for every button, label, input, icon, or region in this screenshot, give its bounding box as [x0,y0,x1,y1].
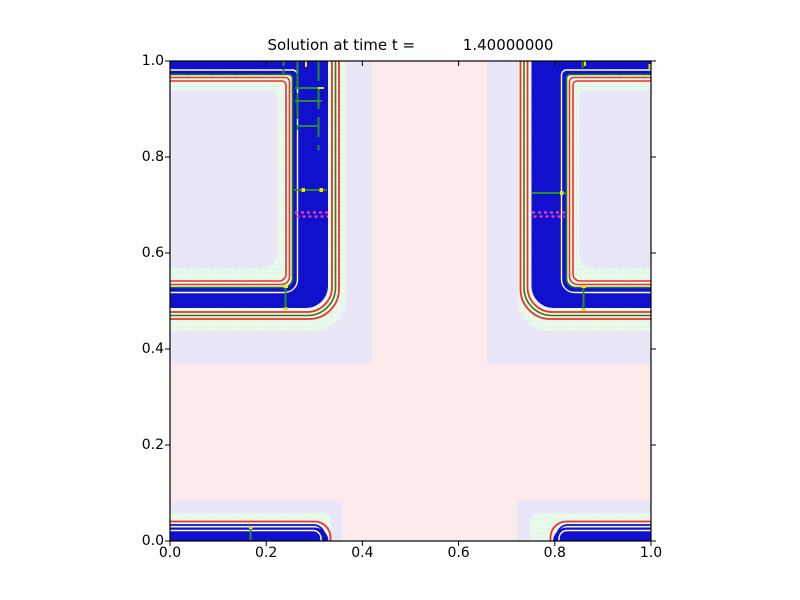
x-tick-label: 0.2 [255,545,278,561]
lavender-cores [170,90,651,268]
x-tick-label: 0.6 [447,545,470,561]
red-contour [170,61,340,320]
red-contour-inner [568,76,651,286]
white-contour [170,69,299,294]
red-contour-inner [170,76,291,286]
y-tick-label: 0.6 [141,245,164,261]
white-contour [560,69,651,294]
x-tick-label: 0.4 [351,545,374,561]
amr-yellow-mark [318,87,324,89]
x-tick-label: 0.0 [158,545,182,561]
y-tick-label: 0.4 [141,341,164,357]
amr-yellow-mark [301,188,305,192]
lavender-core-top-right [579,90,651,268]
amr-yellow-mark [560,191,564,195]
y-axis-ticks [165,60,656,542]
x-tick-top [169,61,652,66]
red-contour-inner [170,80,287,282]
red-contour-inner [572,80,651,282]
y-tick [165,60,170,542]
amr-yellow-mark [584,61,586,66]
y-tick-label: 1.0 [141,53,164,69]
amr-patch-lines-magenta [295,211,565,218]
red-contour [549,520,651,541]
olive-contour [170,61,337,317]
amr-yellow-mark [283,307,288,310]
x-tick-label: 0.8 [543,545,566,561]
amr-yellow-mark [648,64,651,69]
amr-yellow-mark [305,61,307,67]
red-contour [170,61,333,313]
amr-yellow-mark [283,285,288,288]
red-contour [170,520,332,541]
front-band-top-left [170,61,328,308]
outer-contour-lines-olive [170,61,651,317]
red-contour [519,61,651,320]
amr-patch-marks-yellow [249,61,651,529]
plot-title: Solution at time t = 1.40000000 [267,36,554,54]
axes-frame [165,60,656,546]
amr-yellow-mark [319,188,323,192]
thin-blue-contours [170,524,651,541]
inner-contour-lines-red [170,76,651,286]
y-tick-right [651,60,656,542]
olive-contour [523,61,651,317]
x-tick-label: 1.0 [639,545,663,561]
amr-yellow-mark [581,308,586,311]
green-contour [565,73,651,289]
amr-yellow-mark [249,526,253,529]
white-contour [170,529,322,541]
white-contour [558,529,651,541]
white-inner-contours [170,69,651,541]
plot-border [169,60,652,542]
thin-blue-contour [556,524,651,541]
y-tick-label: 0.8 [141,149,164,165]
outer-contour-lines-red [170,61,651,541]
y-tick-label: 0.0 [141,533,164,549]
amr-yellow-mark [581,285,586,288]
y-tick-label: 0.2 [141,437,164,453]
x-axis-ticks [169,61,652,546]
lavender-core-top-left [170,90,277,268]
red-contour [526,61,651,313]
x-tick [169,541,652,546]
thin-blue-contour [170,524,326,541]
